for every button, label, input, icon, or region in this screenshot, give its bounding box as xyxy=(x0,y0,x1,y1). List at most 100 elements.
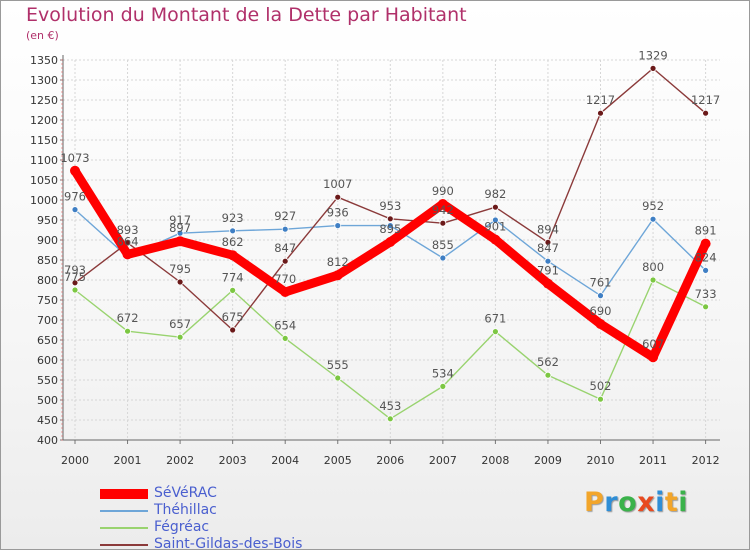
data-point xyxy=(649,215,657,223)
y-tick-label: 1200 xyxy=(30,114,58,127)
data-label: 607 xyxy=(642,337,664,351)
data-label: 675 xyxy=(222,310,244,324)
y-tick-label: 700 xyxy=(37,314,58,327)
data-label: 657 xyxy=(169,317,191,331)
legend-label: Fégréac xyxy=(154,519,210,535)
data-label: 847 xyxy=(274,241,296,255)
proxiti-logo: Proxiti xyxy=(584,487,688,518)
data-point xyxy=(491,203,499,211)
data-label: 812 xyxy=(327,255,349,269)
y-tick-label: 1100 xyxy=(30,154,58,167)
data-label: 555 xyxy=(327,358,349,372)
data-label: 891 xyxy=(695,224,717,238)
y-tick-label: 600 xyxy=(37,354,58,367)
legend-label: SéVéRAC xyxy=(154,485,217,501)
x-tick-label: 2008 xyxy=(481,454,509,467)
y-tick-label: 650 xyxy=(37,334,58,347)
data-point xyxy=(702,303,709,311)
y-tick-label: 1250 xyxy=(30,94,58,107)
data-point xyxy=(702,109,709,117)
data-label: 927 xyxy=(274,209,296,223)
y-tick-label: 1350 xyxy=(30,54,58,67)
data-label: 775 xyxy=(64,270,86,284)
x-tick-label: 2005 xyxy=(324,454,352,467)
x-tick-label: 2007 xyxy=(429,454,457,467)
data-label: 793 xyxy=(64,263,86,277)
y-tick-label: 850 xyxy=(37,254,58,267)
legend-swatch xyxy=(100,543,148,546)
y-tick-label: 800 xyxy=(37,274,58,287)
y-tick-label: 400 xyxy=(37,434,58,447)
data-point xyxy=(439,254,447,262)
data-label: 917 xyxy=(169,213,191,227)
x-tick-label: 2001 xyxy=(114,454,142,467)
data-label: 534 xyxy=(432,366,454,380)
data-label: 895 xyxy=(379,222,401,236)
y-tick-label: 950 xyxy=(37,214,58,227)
data-point xyxy=(385,237,396,247)
legend-swatch xyxy=(100,488,148,499)
data-label: 953 xyxy=(379,199,401,213)
y-tick-label: 1000 xyxy=(30,194,58,207)
legend-swatch xyxy=(100,509,148,512)
logo-letter: x xyxy=(637,487,656,518)
logo-letter: i xyxy=(655,487,665,518)
data-label: 976 xyxy=(64,190,86,204)
data-label: 893 xyxy=(117,223,139,237)
data-label: 990 xyxy=(432,184,454,198)
x-tick-label: 2000 xyxy=(61,454,89,467)
data-label: 862 xyxy=(222,235,244,249)
data-label: 1329 xyxy=(638,48,667,62)
data-label: 654 xyxy=(274,318,296,332)
data-point xyxy=(542,278,553,289)
data-label: 901 xyxy=(484,220,506,234)
data-point xyxy=(649,276,657,284)
data-label: 1073 xyxy=(60,151,89,165)
x-tick-label: 2003 xyxy=(219,454,247,467)
data-point xyxy=(229,227,237,235)
data-point xyxy=(334,222,342,230)
legend-swatch xyxy=(100,526,148,529)
data-point xyxy=(334,193,342,201)
data-point xyxy=(386,215,394,223)
data-label: 864 xyxy=(117,234,139,248)
data-point xyxy=(386,222,394,230)
data-point xyxy=(71,279,79,287)
data-label: 502 xyxy=(590,379,612,393)
data-label: 774 xyxy=(222,270,244,284)
logo-letter: P xyxy=(584,487,605,518)
y-tick-label: 450 xyxy=(37,414,58,427)
data-point xyxy=(491,328,499,336)
chart-title: Evolution du Montant de la Dette par Hab… xyxy=(26,4,467,26)
data-label: 1217 xyxy=(691,93,720,107)
data-label: 936 xyxy=(327,206,349,220)
x-tick-label: 2006 xyxy=(376,454,404,467)
data-label: 761 xyxy=(590,276,612,290)
y-tick-label: 750 xyxy=(37,294,58,307)
data-point xyxy=(122,249,133,260)
logo-letter: o xyxy=(618,487,638,518)
data-point xyxy=(386,415,394,423)
y-tick-label: 1050 xyxy=(30,174,58,187)
x-tick-label: 2009 xyxy=(534,454,562,467)
logo-letter: i xyxy=(678,487,689,518)
data-label: 952 xyxy=(642,199,664,213)
data-label: 982 xyxy=(484,187,506,201)
data-point xyxy=(437,199,448,209)
data-point xyxy=(597,292,604,300)
data-label: 791 xyxy=(537,264,559,278)
data-point xyxy=(544,257,552,265)
data-point xyxy=(70,165,80,176)
data-point xyxy=(648,352,659,363)
data-label: 795 xyxy=(169,262,191,276)
data-point xyxy=(544,238,552,246)
logo-letter: t xyxy=(664,487,679,518)
data-label: 800 xyxy=(642,260,664,274)
x-tick-label: 2004 xyxy=(271,454,299,467)
x-tick-label: 2002 xyxy=(166,454,194,467)
data-point xyxy=(176,333,184,341)
data-point xyxy=(544,371,552,379)
data-label: 671 xyxy=(484,312,506,326)
x-tick-label: 2010 xyxy=(587,454,615,467)
